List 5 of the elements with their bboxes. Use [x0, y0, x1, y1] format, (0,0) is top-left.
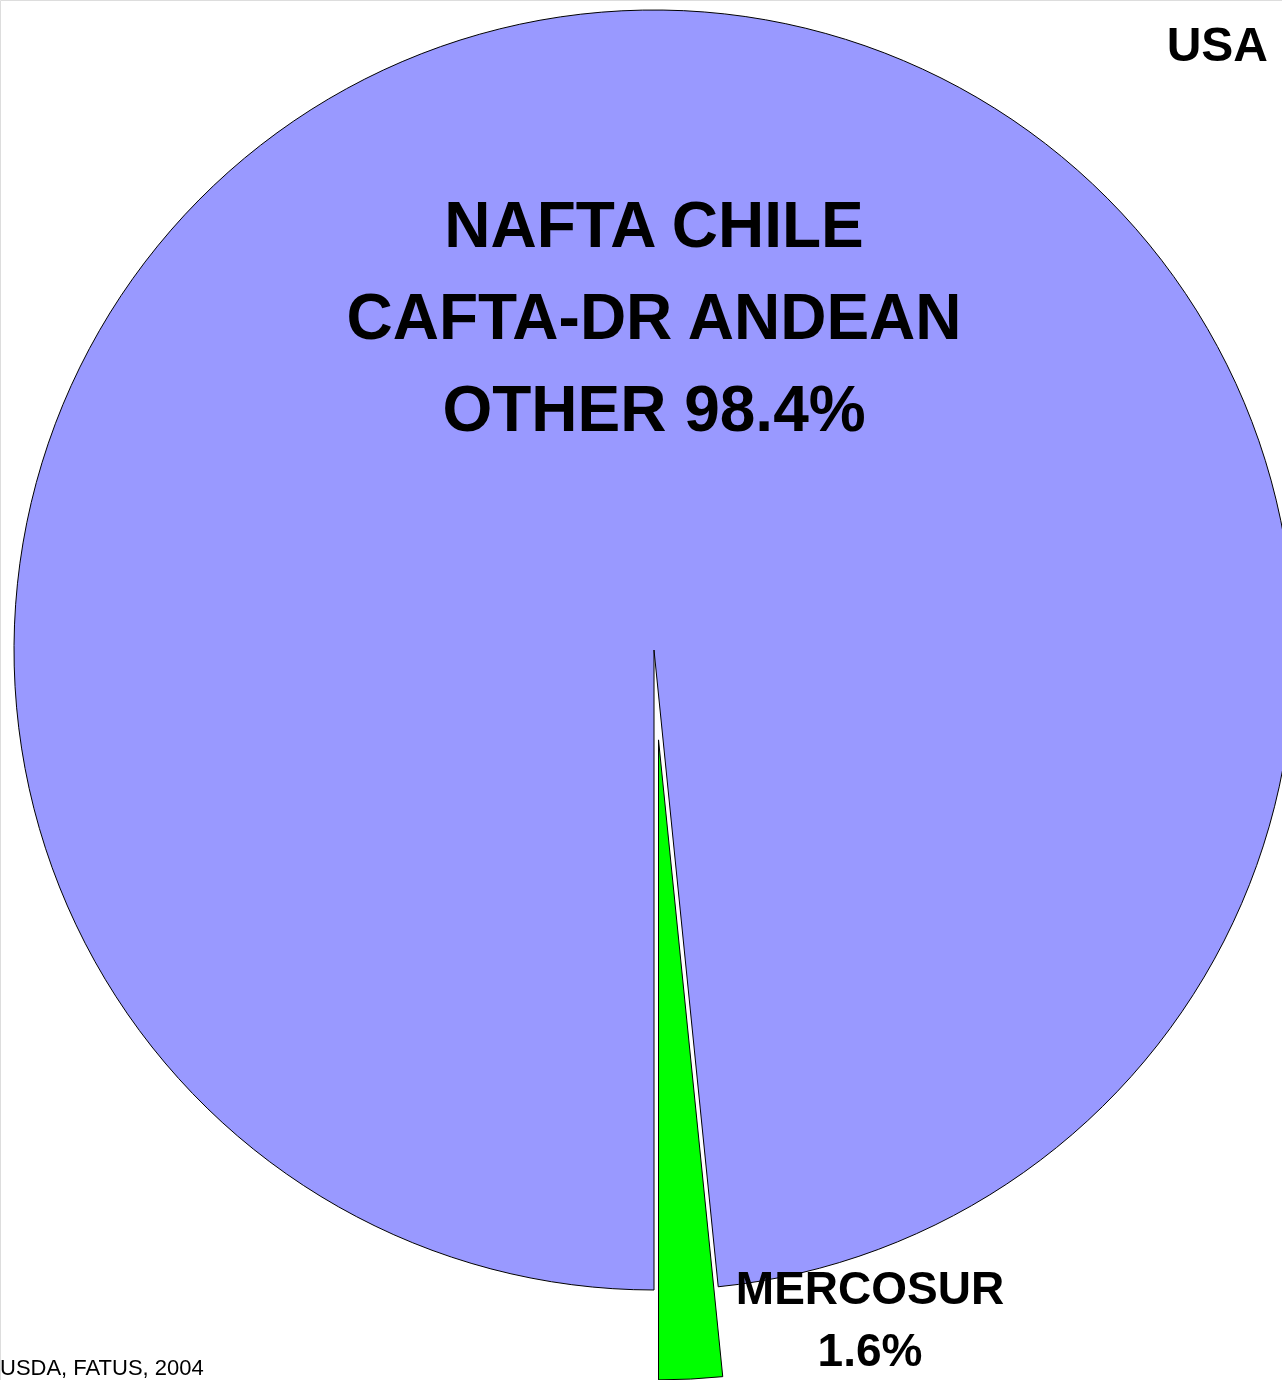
chart-title: USA [1166, 18, 1268, 71]
slice-label: NAFTA CHILE CAFTA-DR ANDEAN OTHER 98.4% [346, 189, 962, 445]
data-label: 1.6% [817, 1324, 923, 1376]
text: USDA, FATUS, 2004 [0, 1355, 204, 1380]
slice-label: MERCOSUR [735, 1262, 1005, 1314]
